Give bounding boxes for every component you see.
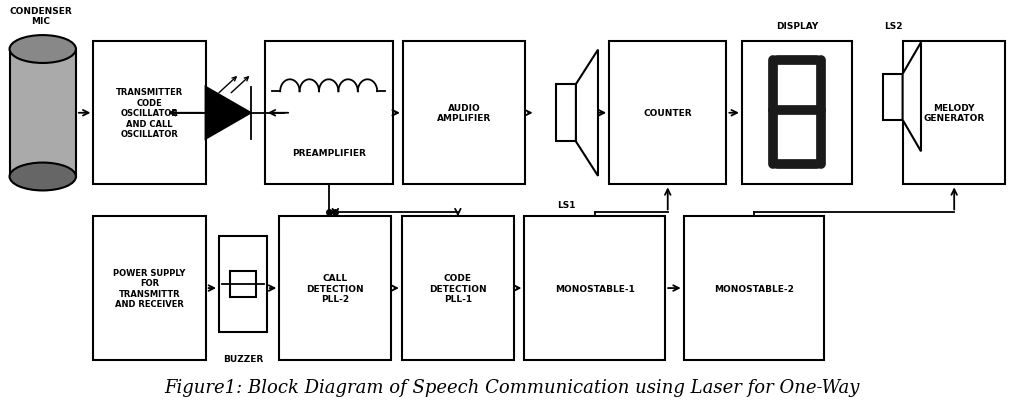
Bar bbox=[93, 42, 206, 185]
Text: Figure1: Block Diagram of Speech Communication using Laser for One-Way: Figure1: Block Diagram of Speech Communi… bbox=[164, 378, 860, 396]
Bar bbox=[229, 271, 256, 298]
Bar bbox=[265, 42, 392, 185]
Bar bbox=[401, 217, 514, 360]
Bar bbox=[684, 217, 824, 360]
Text: LS2: LS2 bbox=[884, 22, 902, 30]
Text: PREAMPLIFIER: PREAMPLIFIER bbox=[292, 149, 366, 158]
Text: AUDIO
AMPLIFIER: AUDIO AMPLIFIER bbox=[437, 104, 492, 123]
Polygon shape bbox=[575, 51, 598, 176]
Bar bbox=[219, 237, 267, 332]
Text: POWER SUPPLY
FOR
TRANSMITTR
AND RECEIVER: POWER SUPPLY FOR TRANSMITTR AND RECEIVER bbox=[114, 268, 185, 308]
Polygon shape bbox=[206, 88, 251, 139]
Text: DISPLAY: DISPLAY bbox=[776, 22, 818, 30]
Text: BUZZER: BUZZER bbox=[223, 354, 263, 363]
Text: CALL
DETECTION
PLL-2: CALL DETECTION PLL-2 bbox=[306, 273, 365, 303]
Text: CONDENSER
MIC: CONDENSER MIC bbox=[9, 7, 73, 26]
Bar bbox=[903, 42, 1006, 185]
Text: MONOSTABLE-2: MONOSTABLE-2 bbox=[714, 284, 794, 293]
Text: MONOSTABLE-1: MONOSTABLE-1 bbox=[555, 284, 635, 293]
Ellipse shape bbox=[9, 163, 76, 191]
Bar bbox=[741, 42, 852, 185]
Polygon shape bbox=[902, 43, 921, 152]
Bar bbox=[280, 217, 391, 360]
Bar bbox=[609, 42, 726, 185]
Text: TRANSMITTER
CODE
OSCILLATOR
AND CALL
OSCILLATOR: TRANSMITTER CODE OSCILLATOR AND CALL OSC… bbox=[116, 88, 183, 139]
Bar bbox=[556, 85, 575, 142]
Text: MELODY
GENERATOR: MELODY GENERATOR bbox=[924, 104, 985, 123]
Ellipse shape bbox=[9, 36, 76, 64]
Bar bbox=[9, 50, 76, 177]
Text: COUNTER: COUNTER bbox=[643, 109, 692, 118]
Bar bbox=[402, 42, 525, 185]
Text: LS1: LS1 bbox=[557, 200, 575, 209]
Text: CODE
DETECTION
PLL-1: CODE DETECTION PLL-1 bbox=[429, 273, 486, 303]
Bar bbox=[524, 217, 666, 360]
Bar bbox=[884, 75, 902, 120]
Bar bbox=[93, 217, 206, 360]
